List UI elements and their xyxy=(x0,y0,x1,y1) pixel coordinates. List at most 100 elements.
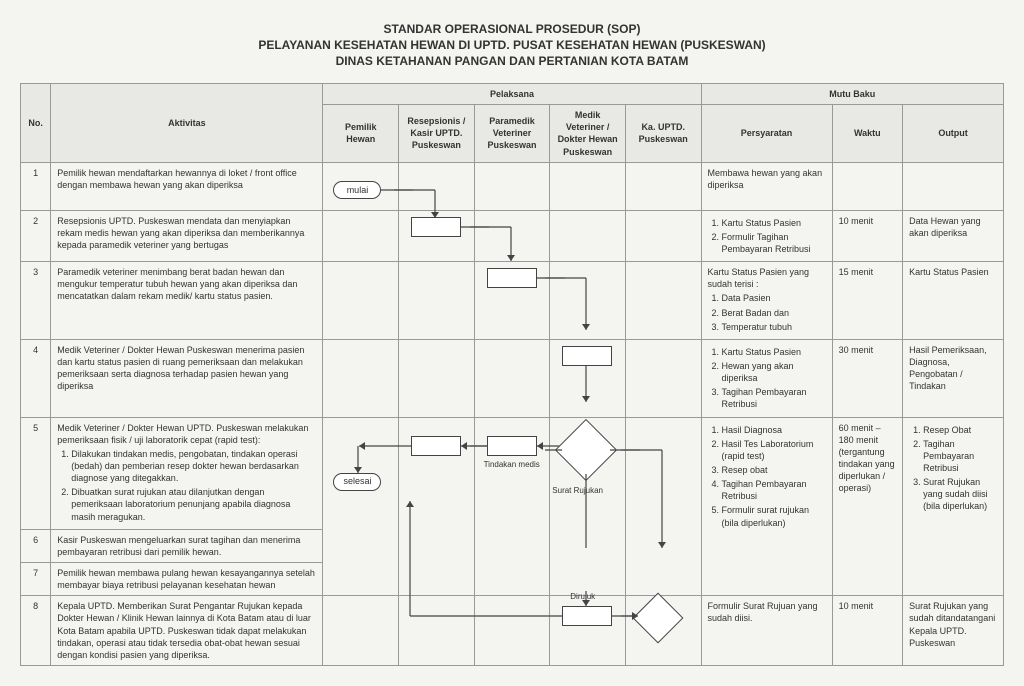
title-line-1: STANDAR OPERASIONAL PROSEDUR (SOP) xyxy=(20,22,1004,36)
row4-p3 xyxy=(474,339,550,417)
row5-out-2: Tagihan Pembayaran Retribusi xyxy=(923,438,997,474)
row3-out: Kartu Status Pasien xyxy=(903,262,1004,340)
row2-p3 xyxy=(474,210,550,261)
row1-req: Membawa hewan yang akan diperiksa xyxy=(701,162,832,210)
row3-p4 xyxy=(550,262,626,340)
row7-no: 7 xyxy=(21,562,51,595)
row6-act: Kasir Puskeswan mengeluarkan surat tagih… xyxy=(51,529,323,562)
row4-req-3: Tagihan Pembayaran Retribusi xyxy=(722,386,826,410)
row5-p3: Tindakan medis xyxy=(474,417,550,596)
th-no: No. xyxy=(21,84,51,163)
row5-p5 xyxy=(625,417,701,596)
row8-wkt: 10 menit xyxy=(832,596,903,666)
row1-p3 xyxy=(474,162,550,210)
row2-act: Resepsionis UPTD. Puskeswan mendata dan … xyxy=(51,210,323,261)
row1-act: Pemilik hewan mendaftarkan hewannya di l… xyxy=(51,162,323,210)
row2-no: 2 xyxy=(21,210,51,261)
row8-p2 xyxy=(399,596,475,666)
th-p4: Medik Veteriner / Dokter Hewan Puskeswan xyxy=(550,105,626,163)
end-terminator: selesai xyxy=(333,473,381,491)
row3-req-pre: Kartu Status Pasien yang sudah terisi : xyxy=(708,267,810,289)
th-pelaksana: Pelaksana xyxy=(323,84,701,105)
row5-req: Hasil Diagnosa Hasil Tes Laboratorium (r… xyxy=(701,417,832,596)
title-line-2: PELAYANAN KESEHATAN HEWAN DI UPTD. PUSAT… xyxy=(20,38,1004,52)
row1-wkt xyxy=(832,162,903,210)
row3-p1 xyxy=(323,262,399,340)
row3-no: 3 xyxy=(21,262,51,340)
row8-p5 xyxy=(625,596,701,666)
end-label: selesai xyxy=(343,475,371,487)
row8-out: Surat Rujukan yang sudah ditandatangani … xyxy=(903,596,1004,666)
label-dirujuk: Dirujuk xyxy=(570,592,595,603)
proc-tindakan xyxy=(487,436,537,456)
row2-req-2: Formulir Tagihan Pembayaran Retribusi xyxy=(722,231,826,255)
row3-p2 xyxy=(399,262,475,340)
row4-req-2: Hewan yang akan diperiksa xyxy=(722,360,826,384)
th-p5: Ka. UPTD. Puskeswan xyxy=(625,105,701,163)
row5-act-pre: Medik Veteriner / Dokter Hewan UPTD. Pus… xyxy=(57,423,308,445)
row1-p1: mulai xyxy=(323,162,399,210)
row5-no: 5 xyxy=(21,417,51,529)
th-p1: Pemilik Hewan xyxy=(323,105,399,163)
row4-req: Kartu Status Pasien Hewan yang akan dipe… xyxy=(701,339,832,417)
row4-p4 xyxy=(550,339,626,417)
row5-p1: selesai xyxy=(323,417,399,596)
row5-req-2: Hasil Tes Laboratorium (rapid test) xyxy=(722,438,826,462)
proc-row4 xyxy=(562,346,612,366)
row3-req-1: Data Pasien xyxy=(722,292,826,304)
proc-row5-kasir xyxy=(411,436,461,456)
title-line-3: DINAS KETAHANAN PANGAN DAN PERTANIAN KOT… xyxy=(20,54,1004,68)
row8-req: Formulir Surat Rujuan yang sudah diisi. xyxy=(701,596,832,666)
row5-req-5: Formulir surat rujukan (bila diperlukan) xyxy=(722,504,826,528)
row2-wkt: 10 menit xyxy=(832,210,903,261)
row5-out-3: Surat Rujukan yang sudah diisi (bila dip… xyxy=(923,476,997,512)
row2-p4 xyxy=(550,210,626,261)
row5-out: Resep Obat Tagihan Pembayaran Retribusi … xyxy=(903,417,1004,596)
row1-no: 1 xyxy=(21,162,51,210)
row3-req-2: Berat Badan dan xyxy=(722,307,826,319)
row6-no: 6 xyxy=(21,529,51,562)
row2-req-1: Kartu Status Pasien xyxy=(722,217,826,229)
row4-p5 xyxy=(625,339,701,417)
th-aktivitas: Aktivitas xyxy=(51,84,323,163)
label-surat-rujukan: Surat Rujukan xyxy=(552,486,603,497)
row2-p2 xyxy=(399,210,475,261)
row5-act-1: Dilakukan tindakan medis, pengobatan, ti… xyxy=(71,448,316,484)
row5-act-2: Dibuatkan surat rujukan atau dilanjutkan… xyxy=(71,486,316,522)
decision-row8 xyxy=(632,593,683,644)
th-waktu: Waktu xyxy=(832,105,903,163)
th-output: Output xyxy=(903,105,1004,163)
row5-wkt: 60 menit – 180 menit (tergantung tindaka… xyxy=(832,417,903,596)
row4-act: Medik Veteriner / Dokter Hewan Puskeswan… xyxy=(51,339,323,417)
row2-out: Data Hewan yang akan diperiksa xyxy=(903,210,1004,261)
sop-table: No. Aktivitas Pelaksana Mutu Baku Pemili… xyxy=(20,83,1004,666)
row5-req-4: Tagihan Pembayaran Retribusi xyxy=(722,478,826,502)
row8-p1 xyxy=(323,596,399,666)
row4-no: 4 xyxy=(21,339,51,417)
row4-p2 xyxy=(399,339,475,417)
row8-no: 8 xyxy=(21,596,51,666)
row3-wkt: 15 menit xyxy=(832,262,903,340)
label-tindakan: Tindakan medis xyxy=(481,460,543,471)
th-p3: Paramedik Veteriner Puskeswan xyxy=(474,105,550,163)
row1-p5 xyxy=(625,162,701,210)
row2-req: Kartu Status Pasien Formulir Tagihan Pem… xyxy=(701,210,832,261)
decision-row5 xyxy=(555,418,617,480)
row7-act: Pemilik hewan membawa pulang hewan kesay… xyxy=(51,562,323,595)
row1-p4 xyxy=(550,162,626,210)
row5-req-3: Resep obat xyxy=(722,464,826,476)
proc-row3 xyxy=(487,268,537,288)
row5-p2 xyxy=(399,417,475,596)
title-block: STANDAR OPERASIONAL PROSEDUR (SOP) PELAY… xyxy=(20,22,1004,68)
row5-p4: Surat Rujukan xyxy=(550,417,626,596)
row8-p4: Dirujuk xyxy=(550,596,626,666)
start-label: mulai xyxy=(347,184,369,196)
start-terminator: mulai xyxy=(333,181,381,199)
row8-p3 xyxy=(474,596,550,666)
row5-out-1: Resep Obat xyxy=(923,424,997,436)
row4-req-1: Kartu Status Pasien xyxy=(722,346,826,358)
row1-p2 xyxy=(399,162,475,210)
row2-p1 xyxy=(323,210,399,261)
th-persyaratan: Persyaratan xyxy=(701,105,832,163)
row3-p3 xyxy=(474,262,550,340)
